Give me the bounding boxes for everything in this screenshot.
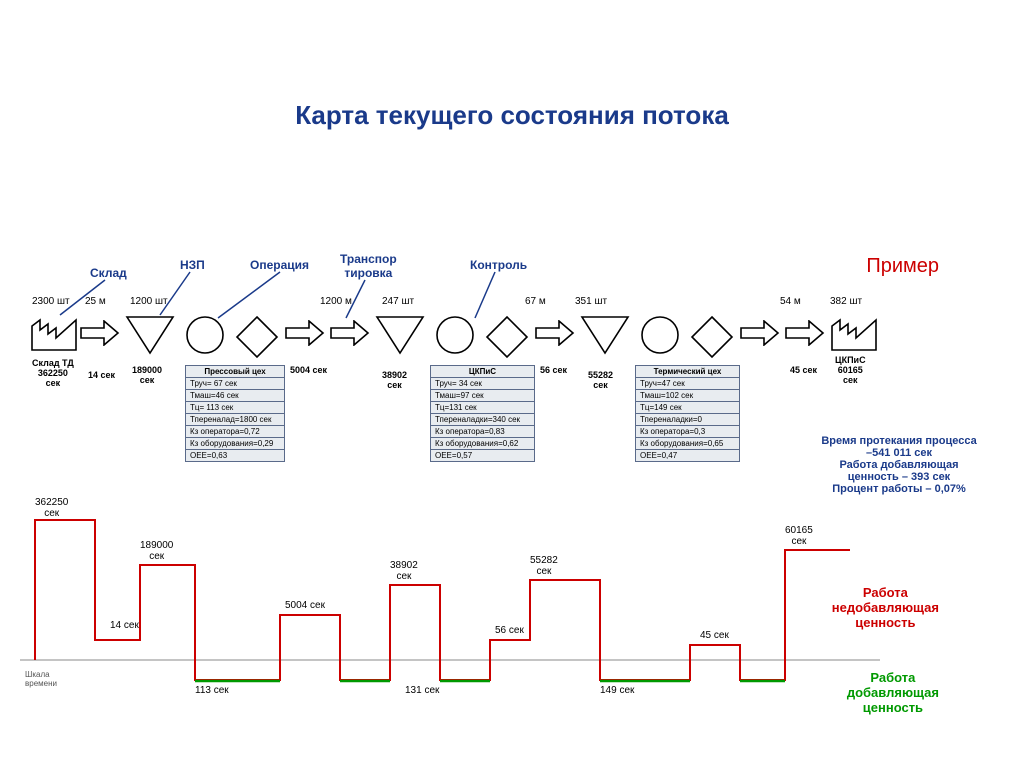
tl-up-7: 45 сек — [700, 630, 729, 641]
tl-up-1: 189000 сек — [140, 540, 173, 562]
tl-dn-1: 131 сек — [405, 685, 439, 696]
tl-up-8: 60165 сек — [785, 525, 813, 547]
tl-up-6: 56 сек — [495, 625, 524, 636]
tl-up-3: 5004 сек — [285, 600, 325, 611]
tl-green-legend: Работа добавляющая ценность — [847, 670, 939, 715]
tl-dn-0: 113 сек — [195, 685, 229, 696]
tl-red-legend: Работа недобавляющая ценность — [832, 585, 939, 630]
tl-up-5: 55282 сек — [530, 555, 558, 577]
tl-up-0: 362250 сек — [35, 497, 68, 519]
axis-label: Шкала времени — [25, 670, 57, 688]
tl-dn-2: 149 сек — [600, 685, 634, 696]
tl-up-2: 14 сек — [110, 620, 139, 631]
tl-up-4: 38902 сек — [390, 560, 418, 582]
timeline-chart — [0, 0, 1024, 767]
